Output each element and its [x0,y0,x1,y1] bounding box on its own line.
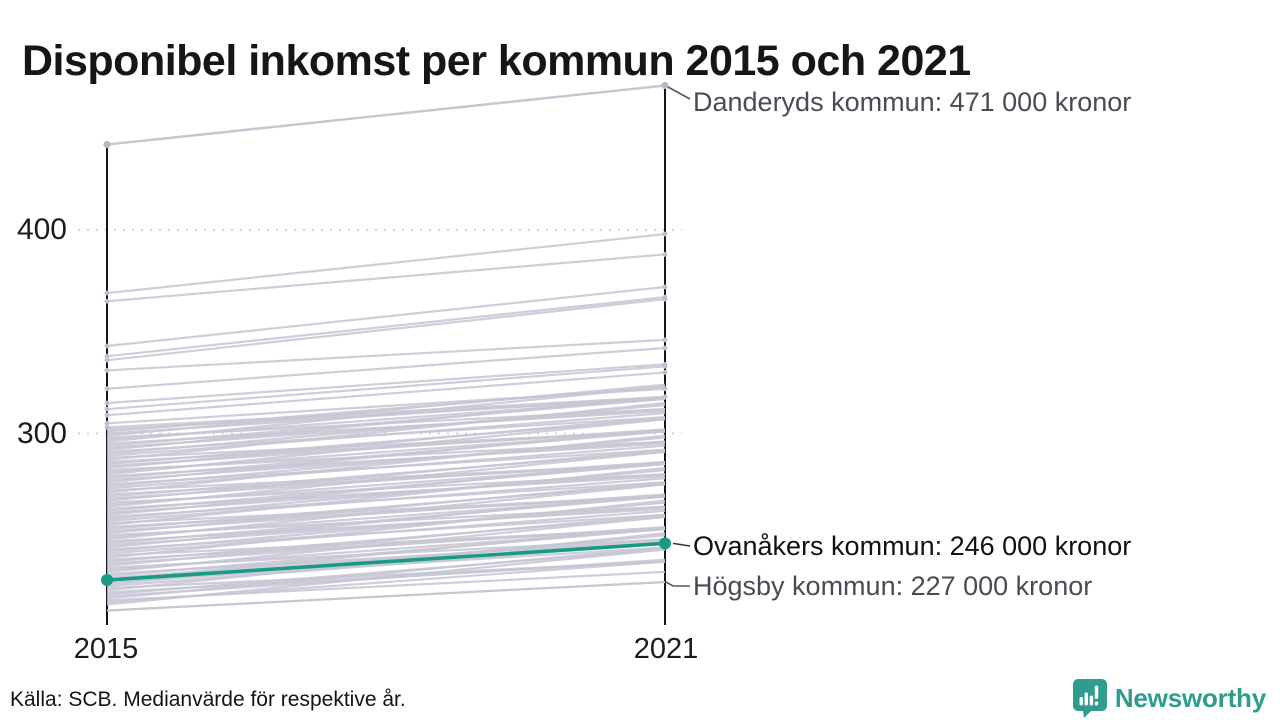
line-endpoint-dot [662,284,668,290]
background-line [106,515,666,573]
leader-ovanaker [672,542,691,547]
line-endpoint-dot [662,363,668,369]
y-tick-400: 400 [16,213,67,246]
background-line [106,385,666,443]
line-endpoint-dot [662,252,668,257]
background-line [106,363,666,405]
annotation-ovanaker: Ovanåkers kommun: 246 000 kronor [693,531,1132,561]
line-endpoint-dot [104,368,110,373]
line-endpoint-dot [104,406,110,412]
background-line [106,448,666,502]
background-line [106,460,666,516]
background-line [106,416,666,470]
line-endpoint-dot [662,370,668,375]
leader-hogsby [665,581,690,587]
background-line [106,483,666,541]
background-line [106,253,666,303]
background-line [106,383,666,437]
background-line [106,526,666,582]
line-endpoint-dot [104,420,110,426]
background-line [106,401,666,462]
x-tick-2021: 2021 [633,633,699,665]
background-line [106,548,666,606]
line-endpoint-dot [662,231,668,237]
background-line [106,232,666,295]
line-endpoint-dot [662,337,668,343]
background-line [106,412,666,457]
background-line [106,338,666,372]
background-line [106,346,666,390]
background-line [106,450,666,508]
newsworthy-wordmark: Newsworthy [1114,683,1266,713]
background-line [106,296,666,358]
background-line [106,444,666,490]
line-endpoint-dot [104,298,110,304]
annotation-danderyd: Danderyds kommun: 471 000 kronor [693,87,1132,117]
x-tick-2015: 2015 [73,633,139,665]
newsworthy-brand: Newsworthy [1072,678,1266,718]
background-line [106,481,666,535]
background-line [106,298,666,362]
background-line [106,285,666,348]
background-line [106,509,666,555]
line-endpoint-dot [103,140,111,149]
background-line [106,434,666,494]
newsworthy-chart-bubble-icon [1072,678,1108,718]
background-line [106,395,666,451]
background-line [106,467,666,527]
line-endpoint-dot [662,296,668,302]
line-endpoint-dot [101,574,113,587]
background-line [106,513,666,567]
background-line [106,493,666,549]
line-endpoint-dot [104,343,110,349]
background-line [106,428,666,484]
series-line-ovanaker-highlight [106,541,666,582]
source-note: Källa: SCB. Medianvärde för respektive å… [10,688,406,711]
line-endpoint-dot [104,412,110,418]
line-endpoint-dot [659,537,671,550]
series-line-danderyd [106,84,666,146]
background-line [106,371,666,417]
line-endpoint-dot [104,386,110,392]
line-endpoint-dot [662,345,668,351]
series-line-hogsby [106,580,666,612]
background-line [106,499,666,559]
background-line [106,546,666,600]
y-tick-300: 300 [16,417,67,450]
line-endpoint-dot [104,400,110,406]
line-endpoint-dot [661,81,669,90]
background-line [106,477,666,523]
line-endpoint-dot [104,357,110,363]
background-line [106,418,666,476]
chart-title: Disponibel inkomst per kommun 2015 och 2… [22,36,971,85]
line-endpoint-dot [104,353,110,359]
background-line [106,365,666,411]
leader-danderyd [667,86,691,100]
line-endpoint-dot [104,290,110,296]
annotation-hogsby: Högsby kommun: 227 000 kronor [693,571,1093,601]
